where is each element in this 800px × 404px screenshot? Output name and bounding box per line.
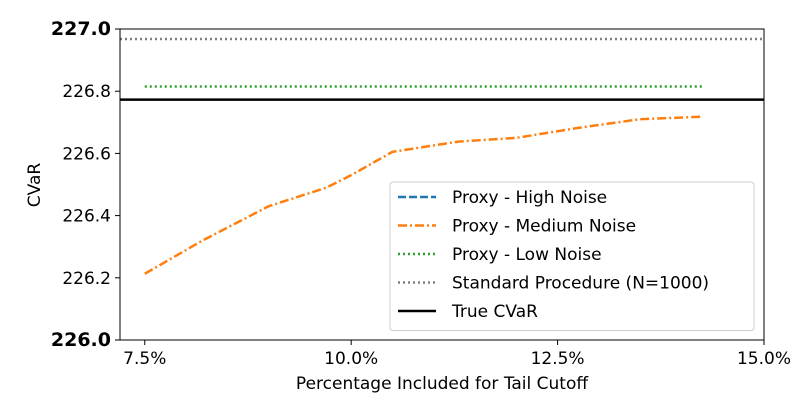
legend-box: [389, 181, 755, 331]
legend-label: Proxy - Medium Noise: [452, 217, 636, 237]
y-tick-label: 227.0: [51, 18, 111, 40]
y-tick-label: 226.6: [62, 144, 111, 164]
y-tick-label: 226.0: [51, 329, 111, 351]
axes-frame: [119, 28, 765, 341]
x-tick-label: 7.5%: [123, 349, 166, 369]
legend-label: Proxy - High Noise: [452, 188, 607, 208]
legend: Proxy - High Noise Proxy - Medium Noise Pr…: [389, 181, 755, 331]
legend-label: Proxy - Low Noise: [452, 245, 602, 265]
axes: 7.5% 10.0% 12.5% 15.0% 226.0 226.2 226.4 226.6 2…: [51, 18, 791, 369]
y-tick-label: 226.2: [62, 269, 111, 289]
y-axis-label: CVaR: [25, 163, 45, 208]
series-line-1: [144, 115, 703, 275]
y-tick-label: 226.8: [62, 82, 111, 102]
x-tick-label: 10.0%: [324, 349, 378, 369]
x-tick-label: 15.0%: [737, 349, 791, 369]
series-lines: [120, 37, 764, 275]
y-tick-label: 226.4: [62, 207, 111, 227]
legend-label: True CVaR: [451, 302, 538, 322]
x-axis-label: Percentage Included for Tail Cutoff: [296, 374, 589, 394]
legend-label: Standard Procedure (N=1000): [452, 274, 709, 294]
x-tick-label: 12.5%: [531, 349, 585, 369]
